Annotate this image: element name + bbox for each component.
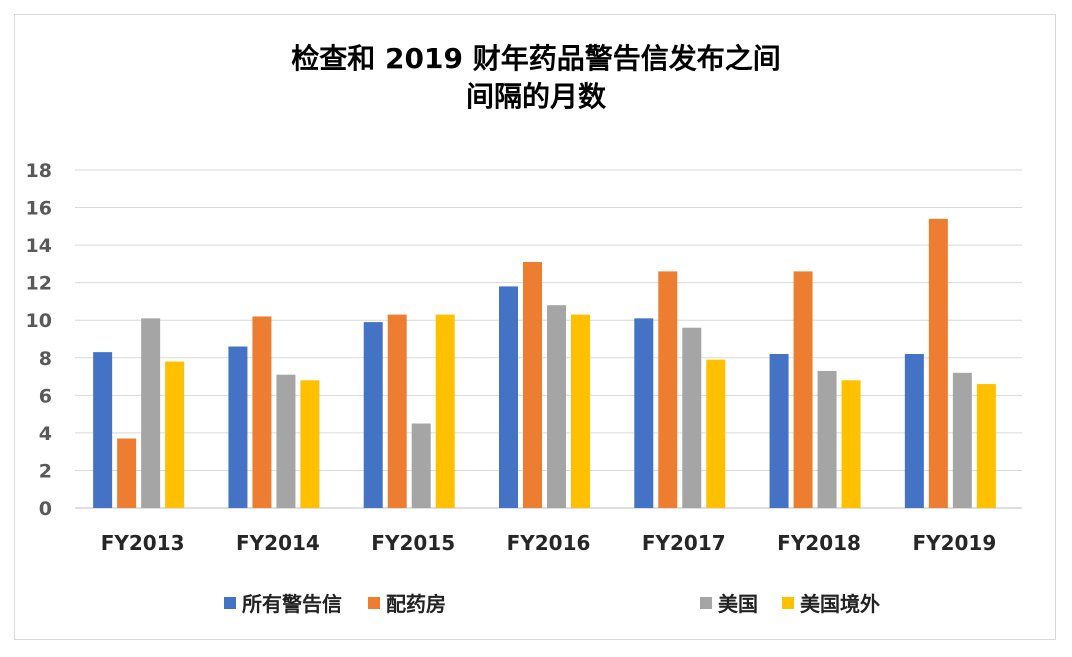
y-tick-label: 10	[26, 310, 52, 332]
legend-item-all-warning-letters: 所有警告信	[224, 588, 342, 617]
bar-FY2013-2	[141, 318, 161, 508]
x-tick-label: FY2015	[371, 531, 455, 555]
legend-item-pharmacy: 配药房	[368, 588, 446, 617]
bar-FY2016-2	[547, 305, 566, 508]
bar-FY2017-0	[634, 318, 654, 508]
chart-title-line-2: 间隔的月数	[465, 80, 606, 113]
bar-FY2015-2	[411, 423, 431, 508]
legend-item-us: 美国	[700, 588, 758, 617]
legend-label-ex-us: 美国境外	[800, 592, 880, 616]
bar-FY2014-0	[228, 346, 248, 508]
bar-FY2017-2	[682, 327, 702, 508]
bar-FY2018-2	[817, 370, 837, 508]
bar-FY2019-1	[928, 218, 948, 509]
bar-FY2016-3	[571, 314, 590, 508]
x-tick-label: FY2013	[101, 531, 185, 555]
bar-FY2019-2	[952, 372, 972, 508]
bar-FY2013-1	[117, 438, 137, 508]
legend: 所有警告信 配药房 美国 美国境外	[0, 588, 1072, 616]
x-tick-label: FY2016	[507, 531, 591, 555]
bar-FY2017-3	[706, 359, 726, 508]
bar-FY2015-3	[435, 314, 455, 508]
legend-swatch-pharmacy	[368, 596, 380, 609]
bar-FY2017-1	[658, 271, 678, 508]
y-tick-label: 4	[39, 423, 52, 445]
y-tick-label: 6	[39, 385, 52, 407]
bar-FY2013-0	[93, 352, 113, 508]
y-tick-label: 0	[39, 498, 52, 520]
legend-item-ex-us: 美国境外	[782, 588, 880, 617]
legend-swatch-all	[224, 596, 236, 609]
y-tick-label: 12	[26, 273, 52, 295]
y-tick-label: 2	[39, 460, 52, 482]
chart-title: 检查和 2019 财年药品警告信发布之间 间隔的月数	[0, 40, 1072, 116]
legend-label-all: 所有警告信	[242, 592, 342, 616]
bar-FY2016-1	[523, 262, 542, 508]
bar-FY2014-3	[300, 380, 320, 508]
bar-FY2019-0	[904, 354, 924, 508]
bar-FY2019-3	[976, 384, 996, 508]
x-tick-label: FY2014	[236, 531, 320, 555]
x-tick-label: FY2017	[642, 531, 726, 555]
bar-FY2018-0	[769, 354, 789, 508]
chart-title-line-1: 检查和 2019 财年药品警告信发布之间	[291, 42, 781, 75]
y-tick-label: 8	[39, 348, 52, 370]
y-tick-label: 14	[26, 235, 52, 257]
x-tick-label: FY2019	[912, 531, 996, 555]
bar-FY2013-3	[165, 361, 185, 508]
legend-label-pharmacy: 配药房	[386, 592, 446, 616]
bar-FY2015-1	[387, 314, 407, 508]
y-tick-label: 16	[26, 198, 52, 220]
x-tick-label: FY2018	[777, 531, 861, 555]
bar-FY2018-3	[841, 380, 861, 508]
bar-FY2016-0	[499, 286, 518, 508]
legend-swatch-ex-us	[782, 596, 794, 609]
bar-FY2014-2	[276, 374, 296, 508]
bar-FY2014-1	[252, 316, 272, 508]
legend-swatch-us	[700, 596, 712, 609]
bar-FY2018-1	[793, 271, 813, 508]
y-tick-label: 18	[26, 160, 52, 182]
legend-label-us: 美国	[718, 592, 758, 616]
bar-FY2015-0	[363, 322, 383, 508]
